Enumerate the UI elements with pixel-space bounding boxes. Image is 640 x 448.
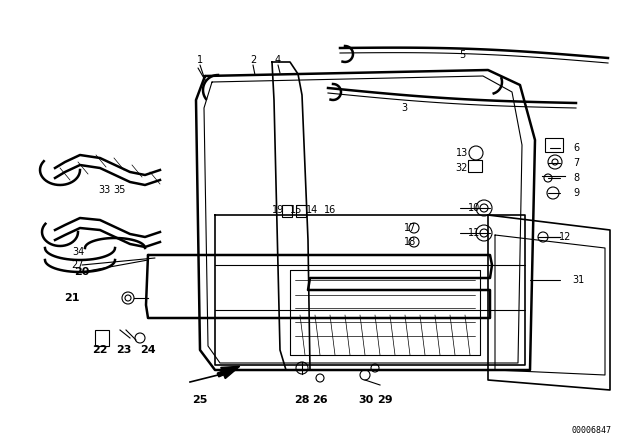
Text: 35: 35 — [114, 185, 126, 195]
Text: 4: 4 — [275, 55, 281, 65]
Text: 29: 29 — [377, 395, 393, 405]
Text: 21: 21 — [64, 293, 80, 303]
Text: 26: 26 — [312, 395, 328, 405]
Text: 28: 28 — [294, 395, 310, 405]
Text: 00006847: 00006847 — [572, 426, 612, 435]
Bar — [545, 138, 563, 152]
Circle shape — [480, 204, 488, 212]
Text: 12: 12 — [559, 232, 571, 242]
Text: 10: 10 — [468, 203, 480, 213]
Text: 15: 15 — [290, 205, 302, 215]
Text: 25: 25 — [192, 395, 208, 405]
Circle shape — [480, 229, 488, 237]
FancyArrow shape — [217, 366, 240, 379]
Text: 20: 20 — [74, 267, 90, 277]
Bar — [468, 160, 482, 172]
Text: 13: 13 — [456, 148, 468, 158]
Text: 23: 23 — [116, 345, 132, 355]
Text: 34: 34 — [72, 247, 84, 257]
Bar — [282, 205, 292, 217]
Text: 11: 11 — [468, 228, 480, 238]
Bar — [296, 205, 306, 217]
Text: 2: 2 — [250, 55, 256, 65]
Text: 3: 3 — [401, 103, 407, 113]
Text: 30: 30 — [358, 395, 374, 405]
Text: 17: 17 — [404, 223, 416, 233]
Text: 32: 32 — [456, 163, 468, 173]
Text: 27: 27 — [72, 260, 84, 270]
Text: 24: 24 — [140, 345, 156, 355]
Text: 1: 1 — [197, 55, 203, 65]
Text: 7: 7 — [573, 158, 579, 168]
Text: 14: 14 — [306, 205, 318, 215]
Text: 22: 22 — [92, 345, 108, 355]
Bar — [95, 330, 109, 346]
Text: 5: 5 — [459, 50, 465, 60]
Text: 8: 8 — [573, 173, 579, 183]
Text: 33: 33 — [98, 185, 110, 195]
Text: 9: 9 — [573, 188, 579, 198]
Text: 19: 19 — [272, 205, 284, 215]
Text: 18: 18 — [404, 237, 416, 247]
Text: 31: 31 — [572, 275, 584, 285]
Text: 16: 16 — [324, 205, 336, 215]
Text: 6: 6 — [573, 143, 579, 153]
